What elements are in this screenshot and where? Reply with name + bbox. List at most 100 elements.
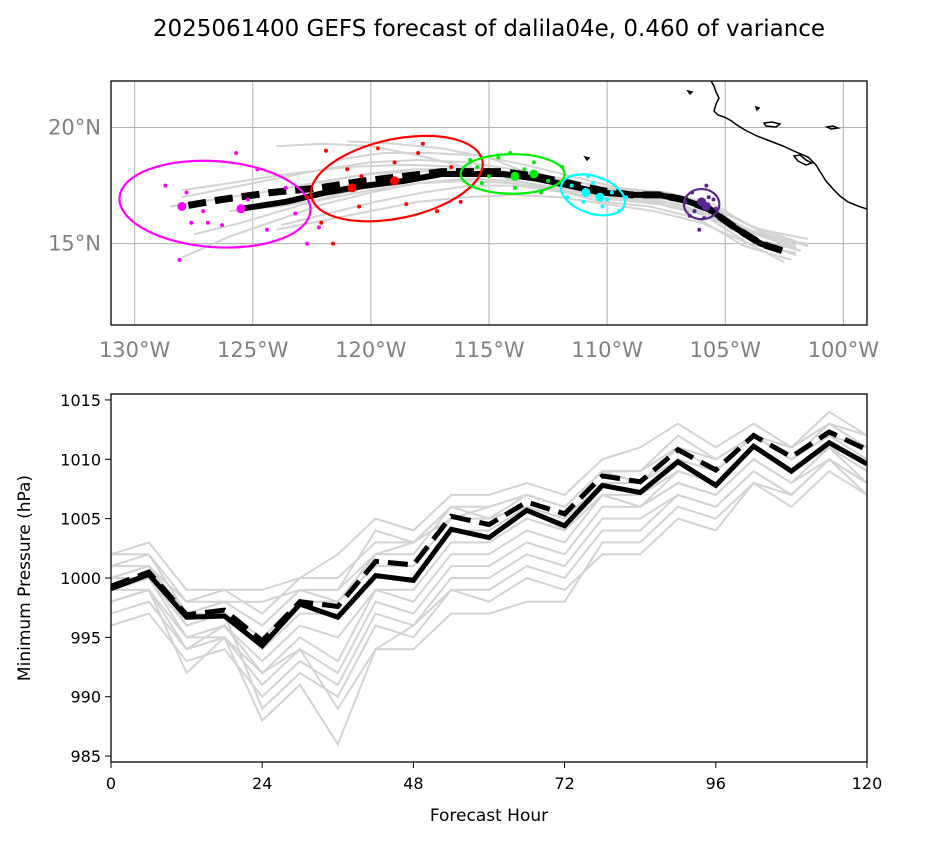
member-pressure-line xyxy=(111,458,867,711)
pressure-chart-panel: 0 24 48 72 96 120 985 990 995 1000 1005 1010 1015 Fo… xyxy=(15,391,882,826)
map-tick-labels: 130°W 125°W 120°W 115°W 110°W 105°W 100°W 15°N 2… xyxy=(48,115,879,362)
member-position-dot xyxy=(205,220,210,225)
member-position-dot xyxy=(357,204,362,209)
member-position-dot xyxy=(392,160,397,165)
y-axis-label: Minimum Pressure (hPa) xyxy=(15,475,35,681)
member-position-dot xyxy=(234,151,239,156)
spread-ellipse xyxy=(559,173,627,217)
member-position-dot xyxy=(487,174,491,179)
member-position-dot xyxy=(522,167,527,172)
map-xtick-label: 105°W xyxy=(690,338,762,362)
member-pressure-line xyxy=(111,458,867,711)
member-position-dot xyxy=(404,202,409,207)
member-position-dot xyxy=(416,151,421,156)
member-track xyxy=(318,168,792,261)
mexico-coastline xyxy=(710,81,867,210)
map-frame xyxy=(110,80,868,326)
mean-position-dot xyxy=(347,183,357,193)
x-tick-label: 24 xyxy=(252,774,272,793)
member-pressure-line xyxy=(111,446,867,615)
member-position-dot xyxy=(711,197,716,202)
member-position-dot xyxy=(609,190,614,195)
control-position-dot xyxy=(529,169,539,179)
x-axis-label: Forecast Hour xyxy=(430,806,548,826)
day-spread-group xyxy=(559,173,629,217)
x-tick-label: 96 xyxy=(706,774,726,793)
member-position-dot xyxy=(581,199,586,204)
y-tick-label: 1005 xyxy=(60,510,101,529)
member-position-dot xyxy=(704,183,709,188)
control-position-dot xyxy=(177,201,187,211)
member-position-dot xyxy=(569,183,574,188)
member-position-dot xyxy=(331,241,336,246)
day-spread-group xyxy=(459,151,566,195)
y-tick-label: 1000 xyxy=(60,569,101,588)
map-xtick-label: 110°W xyxy=(571,338,643,362)
y-tick-label: 995 xyxy=(70,628,101,647)
x-tick-label: 72 xyxy=(554,774,574,793)
member-position-dot xyxy=(496,155,501,160)
island xyxy=(824,125,841,130)
control-position-dot xyxy=(390,176,399,186)
member-pressure-line xyxy=(111,410,867,591)
member-position-dot xyxy=(305,195,310,200)
track-map-panel: 130°W 125°W 120°W 115°W 110°W 105°W 100°W 15°N 2… xyxy=(48,80,879,362)
x-tick-label: 120 xyxy=(852,774,883,793)
member-position-dot xyxy=(706,195,711,200)
island xyxy=(686,89,694,96)
member-position-dot xyxy=(184,190,189,195)
control-position-dot xyxy=(595,192,605,202)
member-position-dot xyxy=(546,178,551,183)
day-spread-group xyxy=(118,151,321,262)
y-tick-label: 1010 xyxy=(60,450,101,469)
map-xtick-label: 100°W xyxy=(808,338,880,362)
member-position-dot xyxy=(177,257,182,262)
map-xtick-label: 115°W xyxy=(453,338,525,362)
member-track xyxy=(181,179,797,259)
spread-ellipse xyxy=(459,153,566,195)
spread-ellipse xyxy=(309,134,484,223)
member-position-dot xyxy=(590,181,595,186)
mean-position-dot xyxy=(510,171,520,181)
member-position-dot xyxy=(420,141,425,146)
member-position-dot xyxy=(458,199,463,204)
member-position-dot xyxy=(475,164,480,169)
figure-title: 2025061400 GEFS forecast of dalila04e, 0… xyxy=(153,16,825,42)
y-tick-label: 1015 xyxy=(60,391,101,410)
day-spread-group xyxy=(305,134,484,246)
member-track xyxy=(181,158,797,243)
y-tick-label: 990 xyxy=(70,688,101,707)
spread-ellipse xyxy=(118,159,312,249)
member-track xyxy=(229,177,785,264)
control-pressure-line xyxy=(111,429,867,645)
member-position-dot xyxy=(600,204,605,209)
map-ytick-label: 20°N xyxy=(48,115,101,139)
mean-position-dot xyxy=(236,204,246,214)
member-position-dot xyxy=(697,227,702,232)
spread-ellipse xyxy=(682,187,721,221)
member-position-dot xyxy=(345,167,350,172)
island xyxy=(754,105,761,112)
y-tick-label: 985 xyxy=(70,747,101,766)
member-position-dot xyxy=(692,209,697,214)
member-position-dot xyxy=(316,225,321,230)
map-xtick-label: 125°W xyxy=(217,338,289,362)
coastline xyxy=(583,81,867,210)
member-position-dot xyxy=(435,209,440,214)
member-position-dot xyxy=(246,197,251,202)
member-position-dot xyxy=(605,197,610,202)
member-position-dot xyxy=(449,164,454,169)
member-position-dot xyxy=(319,220,324,225)
pressure-ticks: 0 24 48 72 96 120 985 990 995 1000 1005 1010 1015 xyxy=(60,391,882,793)
member-pressure-line xyxy=(111,469,867,747)
member-position-dot xyxy=(323,148,328,153)
map-xtick-label: 130°W xyxy=(99,338,171,362)
member-track xyxy=(280,184,802,252)
control-position-dot xyxy=(701,201,711,211)
member-position-dot xyxy=(375,146,380,151)
daily-position-spread xyxy=(118,134,721,262)
member-position-dot xyxy=(713,206,718,211)
member-position-dot xyxy=(479,181,484,186)
